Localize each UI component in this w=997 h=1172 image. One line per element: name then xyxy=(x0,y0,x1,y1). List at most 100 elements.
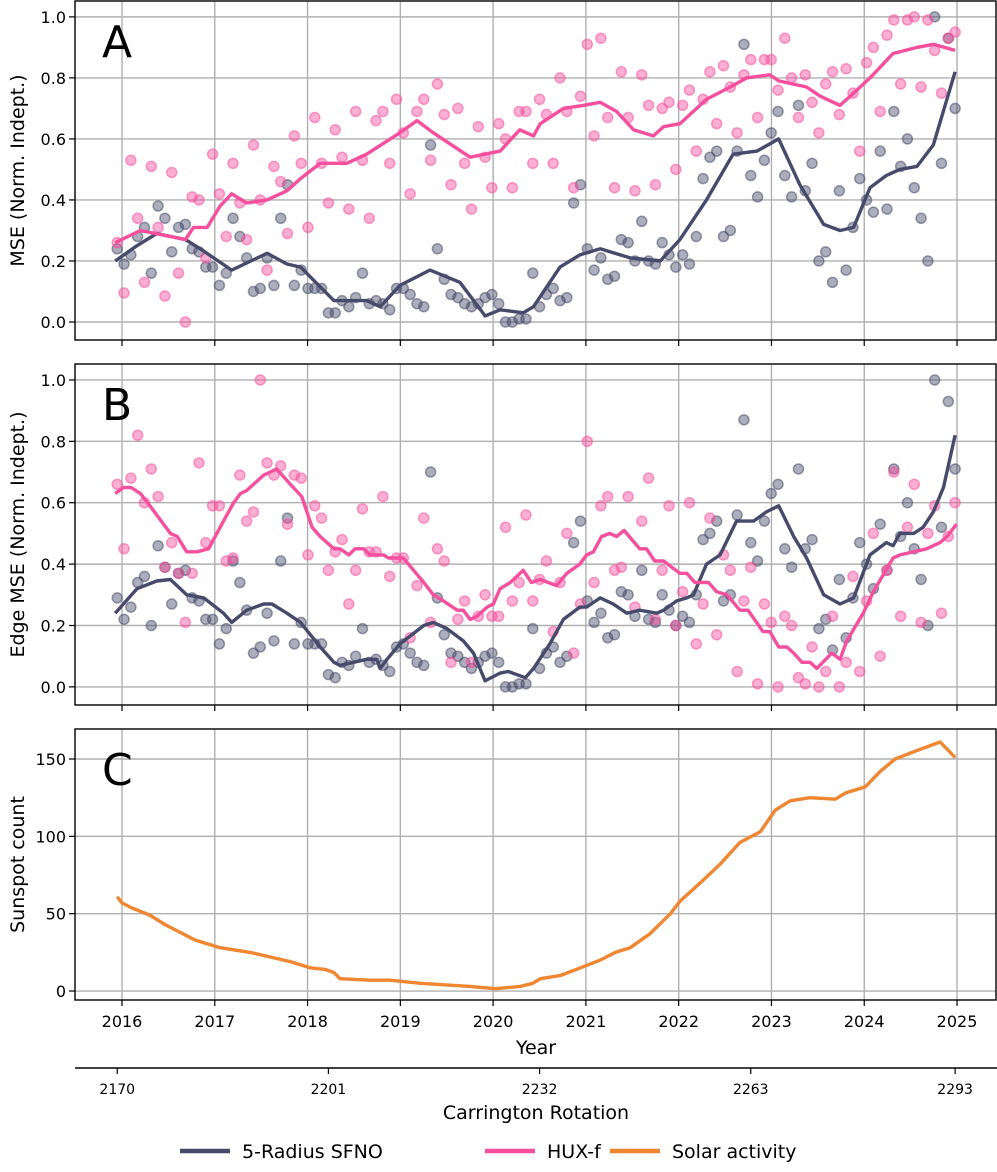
scatter-point-hux-f xyxy=(172,567,185,580)
scatter-point-5-radius-sfno xyxy=(656,589,668,601)
scatter-point-5-radius-sfno xyxy=(854,536,866,549)
y-tick-label: 150 xyxy=(35,750,66,769)
scatter-point-5-radius-sfno xyxy=(254,641,267,653)
scatter-point-hux-f xyxy=(349,105,362,118)
scatter-point-5-radius-sfno xyxy=(874,145,886,157)
scatter-point-hux-f xyxy=(458,157,471,170)
scatter-point-hux-f xyxy=(765,616,777,629)
y-axis-label: Edge MSE (Norm. Indept.) xyxy=(7,411,29,657)
year-tick-label: 2021 xyxy=(566,1012,607,1031)
scatter-point-5-radius-sfno xyxy=(561,291,573,304)
scatter-point-5-radius-sfno xyxy=(418,659,430,672)
line-solar-activity xyxy=(115,740,957,991)
scatter-point-hux-f xyxy=(383,157,396,170)
scatter-point-hux-f xyxy=(819,665,832,678)
scatter-point-hux-f xyxy=(670,619,682,632)
scatter-point-hux-f xyxy=(165,166,178,179)
scatter-point-5-radius-sfno xyxy=(826,276,839,289)
year-tick-label: 2018 xyxy=(287,1012,328,1031)
scatter-point-5-radius-sfno xyxy=(772,478,784,491)
scatter-point-5-radius-sfno xyxy=(574,515,587,527)
scatter-point-hux-f xyxy=(363,212,376,225)
line-hux-f xyxy=(114,42,956,245)
scatter-point-hux-f xyxy=(751,111,764,124)
scatter-point-hux-f xyxy=(745,561,757,573)
scatter-point-5-radius-sfno xyxy=(622,236,634,249)
scatter-point-hux-f xyxy=(649,613,662,626)
year-tick-label: 2020 xyxy=(473,1012,514,1031)
scatter-point-hux-f xyxy=(785,619,798,632)
scatter-point-hux-f xyxy=(213,500,226,512)
scatter-point-hux-f xyxy=(499,521,512,534)
scatter-point-hux-f xyxy=(220,230,232,243)
scatter-point-5-radius-sfno xyxy=(159,212,171,225)
scatter-point-hux-f xyxy=(854,145,866,157)
scatter-point-hux-f xyxy=(949,496,961,509)
legend-item: HUX-f xyxy=(485,1141,602,1163)
scatter-point-hux-f xyxy=(636,69,648,81)
scatter-point-hux-f xyxy=(847,570,859,583)
scatter-point-hux-f xyxy=(915,81,927,93)
scatter-point-hux-f xyxy=(690,145,703,157)
scatter-point-5-radius-sfno xyxy=(792,463,805,475)
scatter-point-5-radius-sfno xyxy=(942,395,955,408)
scatter-point-hux-f xyxy=(452,613,464,626)
scatter-point-hux-f xyxy=(370,114,382,127)
scatter-point-5-radius-sfno xyxy=(595,607,607,619)
scatter-point-hux-f xyxy=(574,90,587,102)
scatter-point-5-radius-sfno xyxy=(111,592,123,604)
scatter-point-hux-f xyxy=(738,595,750,607)
scatter-point-5-radius-sfno xyxy=(813,622,825,635)
scatter-point-hux-f xyxy=(186,567,198,580)
scatter-point-hux-f xyxy=(826,66,839,78)
scatter-point-hux-f xyxy=(486,181,498,194)
scatter-point-hux-f xyxy=(377,105,389,118)
scatter-point-hux-f xyxy=(377,490,389,503)
scatter-point-hux-f xyxy=(418,93,430,106)
scatter-point-hux-f xyxy=(309,500,321,512)
scatter-point-hux-f xyxy=(322,197,335,209)
scatter-point-5-radius-sfno xyxy=(520,678,532,690)
scatter-point-hux-f xyxy=(213,188,226,200)
scatter-point-5-radius-sfno xyxy=(274,555,287,567)
scatter-point-hux-f xyxy=(472,120,485,133)
scatter-point-hux-f xyxy=(465,203,478,215)
scatter-point-5-radius-sfno xyxy=(690,230,703,243)
scatter-point-5-radius-sfno xyxy=(758,515,771,527)
panel-b: 0.0 0.2 0.4 0.6 0.8 1.0 B Edge MSE (Norm. Indep… xyxy=(7,363,997,711)
scatter-point-5-radius-sfno xyxy=(268,635,280,647)
scatter-point-hux-f xyxy=(935,87,948,99)
scatter-point-5-radius-sfno xyxy=(881,203,893,215)
scatter-point-5-radius-sfno xyxy=(738,414,750,426)
scatter-point-hux-f xyxy=(274,175,287,188)
scatter-point-5-radius-sfno xyxy=(745,536,757,549)
scatter-point-hux-f xyxy=(268,160,280,173)
y-tick-label: 0.8 xyxy=(41,432,66,451)
scatter-point-hux-f xyxy=(683,496,696,509)
scatter-point-hux-f xyxy=(833,681,846,693)
scatter-point-hux-f xyxy=(663,500,675,512)
scatter-point-5-radius-sfno xyxy=(165,598,178,610)
scatter-point-hux-f xyxy=(390,93,403,106)
scatter-point-5-radius-sfno xyxy=(254,282,267,295)
scatter-point-hux-f xyxy=(710,117,723,130)
scatter-point-hux-f xyxy=(418,512,430,524)
scatter-point-hux-f xyxy=(411,105,423,118)
scatter-point-hux-f xyxy=(159,561,171,573)
scatter-point-hux-f xyxy=(935,607,948,619)
scatter-point-hux-f xyxy=(622,490,634,503)
scatter-point-hux-f xyxy=(894,78,907,90)
legend-label: 5-Radius SFNO xyxy=(242,1141,383,1163)
scatter-point-5-radius-sfno xyxy=(118,258,130,270)
scatter-point-hux-f xyxy=(615,66,628,78)
scatter-point-hux-f xyxy=(193,194,205,206)
scatter-point-hux-f xyxy=(261,264,273,276)
scatter-point-5-radius-sfno xyxy=(833,185,846,197)
scatter-point-hux-f xyxy=(922,527,934,540)
scatter-point-5-radius-sfno xyxy=(935,521,948,534)
scatter-point-hux-f xyxy=(125,154,137,167)
scatter-point-hux-f xyxy=(240,233,253,246)
scatter-point-5-radius-sfno xyxy=(915,573,927,586)
scatter-point-5-radius-sfno xyxy=(213,638,226,650)
scatter-point-5-radius-sfno xyxy=(424,139,437,151)
